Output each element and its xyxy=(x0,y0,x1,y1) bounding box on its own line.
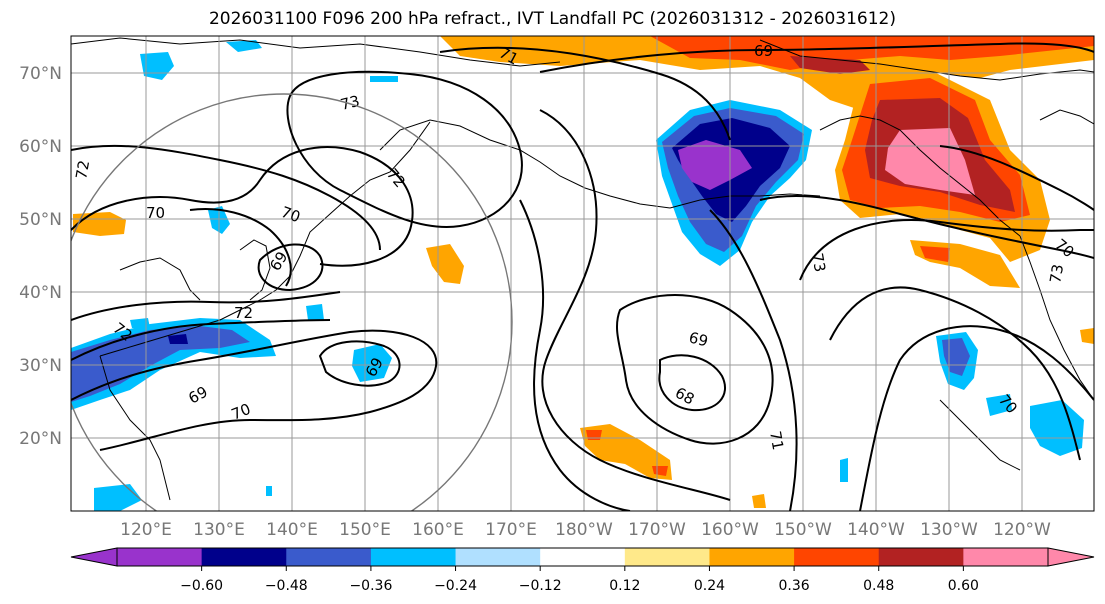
contour-label: 70 xyxy=(146,204,165,222)
shaded-anomaly-field xyxy=(71,36,1094,511)
colorbar-tick-label: 0.60 xyxy=(948,578,979,594)
lon-label: 150°W xyxy=(774,520,832,540)
colorbar-segments xyxy=(116,547,1049,567)
colorbar-extend-low xyxy=(70,547,118,567)
colorbar-tick-label: −0.36 xyxy=(349,578,392,594)
contour-label: 69 xyxy=(754,42,773,60)
lat-label: 40°N xyxy=(19,283,62,303)
colorbar-tick-label: 0.24 xyxy=(694,578,725,594)
colorbar-segment xyxy=(878,548,964,566)
lon-label: 140°W xyxy=(847,520,905,540)
colorbar-segment xyxy=(963,548,1049,566)
colorbar-tick-label: 0.12 xyxy=(609,578,640,594)
lon-label: 130°E xyxy=(193,520,245,540)
contour-label: 71 xyxy=(766,430,787,452)
gridlines xyxy=(71,36,1094,511)
colorbar: −0.60 −0.48 −0.36 −0.24 −0.12 0.12 0.24 0.36 0.4… xyxy=(70,547,1095,594)
lon-label: 160°E xyxy=(412,520,464,540)
longitude-labels: 120°E 130°E 140°E 150°E 160°E 170°E 180°… xyxy=(120,520,1051,540)
colorbar-segment xyxy=(709,548,795,566)
lon-label: 170°E xyxy=(485,520,537,540)
lon-label: 120°E xyxy=(120,520,172,540)
lon-label: 160°W xyxy=(701,520,759,540)
lat-label: 50°N xyxy=(19,210,62,230)
lon-label: 150°E xyxy=(339,520,391,540)
contour-label: 73 xyxy=(808,252,829,274)
latitude-labels: 70°N 60°N 50°N 40°N 30°N 20°N xyxy=(19,64,62,449)
range-circle xyxy=(71,93,513,511)
colorbar-segment xyxy=(286,548,372,566)
lon-label: 120°W xyxy=(993,520,1051,540)
colorbar-segment xyxy=(794,548,880,566)
map-title: 2026031100 F096 200 hPa refract., IVT La… xyxy=(208,9,896,29)
contour-label: 70 xyxy=(279,203,303,226)
colorbar-tick-label: −0.24 xyxy=(434,578,477,594)
lon-label: 130°W xyxy=(920,520,978,540)
lon-label: 180°W xyxy=(555,520,613,540)
lat-label: 20°N xyxy=(19,429,62,449)
refractivity-contours xyxy=(71,42,1094,511)
lon-label: 170°W xyxy=(628,520,686,540)
colorbar-segment xyxy=(624,548,710,566)
lat-label: 60°N xyxy=(19,137,62,157)
contour-label: 69 xyxy=(687,328,710,350)
contour-label: 72 xyxy=(72,159,93,181)
colorbar-extend-high xyxy=(1047,547,1095,567)
lon-label: 140°E xyxy=(266,520,318,540)
colorbar-segment xyxy=(455,548,541,566)
colorbar-segment xyxy=(201,548,287,566)
contour-label: 73 xyxy=(1046,263,1067,285)
colorbar-segment xyxy=(540,548,626,566)
colorbar-ticks: −0.60 −0.48 −0.36 −0.24 −0.12 0.12 0.24 0.36 0.4… xyxy=(180,566,979,594)
colorbar-tick-label: −0.48 xyxy=(265,578,308,594)
colorbar-tick-label: 0.48 xyxy=(863,578,894,594)
contour-label: 72 xyxy=(234,304,253,322)
lat-label: 30°N xyxy=(19,356,62,376)
colorbar-segment xyxy=(117,548,203,566)
coastlines xyxy=(71,37,1094,501)
contour-label: 73 xyxy=(339,92,362,114)
lat-label: 70°N xyxy=(19,64,62,84)
colorbar-tick-label: 0.36 xyxy=(779,578,810,594)
colorbar-tick-label: −0.60 xyxy=(180,578,223,594)
colorbar-tick-label: −0.12 xyxy=(519,578,562,594)
colorbar-segment xyxy=(370,548,457,566)
contour-label: 70 xyxy=(229,400,253,424)
map-border xyxy=(70,35,1095,512)
